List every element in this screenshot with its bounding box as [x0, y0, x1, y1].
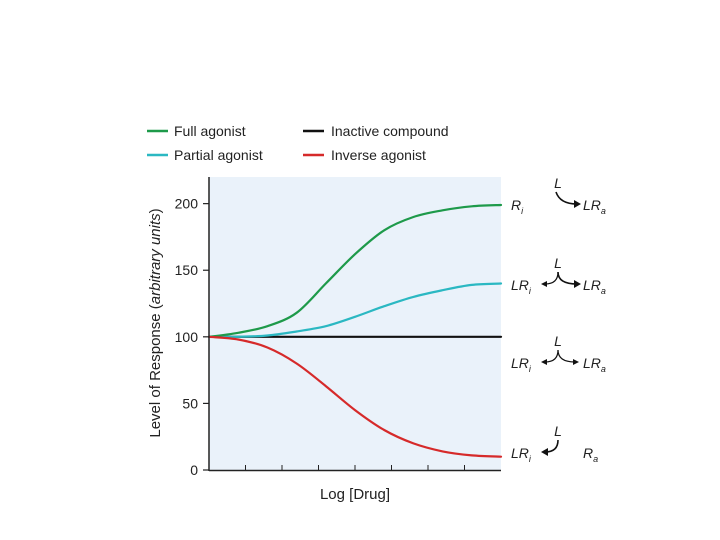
- scheme-right-species: LRa: [583, 277, 606, 296]
- scheme-ligand: L: [554, 255, 562, 271]
- scheme-left-species: Ri: [511, 197, 524, 216]
- legend-label-inactive: Inactive compound: [331, 123, 449, 139]
- y-tick-label: 150: [175, 262, 199, 278]
- x-axis-label: Log [Drug]: [320, 486, 390, 503]
- scheme-arrow: [555, 191, 578, 205]
- arrow-head-icon: [573, 359, 579, 365]
- y-axis-label-close: ): [147, 208, 164, 213]
- y-ticks: 0 50 100 150 200: [175, 196, 209, 478]
- scheme-left-species: LRi: [511, 445, 532, 464]
- scheme-left-species: LRi: [511, 277, 532, 296]
- series-layer: [207, 203, 503, 458]
- legend-label-full: Full agonist: [174, 123, 246, 139]
- scheme-inactive: LRi LRa L: [511, 333, 606, 374]
- x-ticks: [245, 465, 465, 470]
- arrow-head-icon: [574, 280, 581, 288]
- y-tick-label: 100: [175, 329, 199, 345]
- scheme-left-species: LRi: [511, 355, 532, 374]
- arrow-head-icon: [541, 359, 547, 365]
- scheme-arrow: [544, 349, 559, 363]
- legend-label-inverse: Inverse agonist: [331, 147, 426, 163]
- legend-item-inverse: Inverse agonist: [303, 147, 426, 163]
- scheme-ligand: L: [554, 423, 562, 439]
- y-tick-label: 200: [175, 196, 199, 212]
- scheme-ligand: L: [554, 333, 562, 349]
- series-line-full: [207, 203, 503, 338]
- arrow-head-icon: [541, 448, 548, 456]
- arrow-head-icon: [541, 281, 547, 287]
- scheme-right-species: Ra: [583, 445, 598, 464]
- scheme-partial: LRi LRa L: [511, 255, 606, 296]
- scheme-full: Ri LRa L: [511, 175, 606, 216]
- series-line-inverse: [207, 335, 503, 458]
- legend-item-partial: Partial agonist: [147, 147, 263, 163]
- scheme-inverse: LRi Ra L: [511, 423, 598, 464]
- y-axis-label-italic: arbitrary units: [147, 213, 164, 304]
- legend: Full agonist Partial agonist Inactive co…: [147, 123, 449, 163]
- arrow-head-icon: [574, 200, 581, 208]
- plot-background: [209, 177, 501, 470]
- scheme-right-species: LRa: [583, 197, 606, 216]
- legend-item-inactive: Inactive compound: [303, 123, 449, 139]
- series-line-partial: [207, 282, 503, 338]
- y-tick-label: 0: [190, 462, 198, 478]
- y-axis-label-main: Level of Response (: [147, 304, 164, 437]
- legend-label-partial: Partial agonist: [174, 147, 263, 163]
- legend-item-full: Full agonist: [147, 123, 246, 139]
- y-axis-label: Level of Response (arbitrary units): [147, 208, 164, 437]
- scheme-arrow: [544, 271, 559, 285]
- scheme-right-species: LRa: [583, 355, 606, 374]
- reaction-schemes: Ri LRa L LRi LRa L LRi LRa L LRi Ra L: [511, 175, 606, 464]
- scheme-ligand: L: [554, 175, 562, 191]
- scheme-arrow: [557, 349, 576, 363]
- y-tick-label: 50: [182, 395, 198, 411]
